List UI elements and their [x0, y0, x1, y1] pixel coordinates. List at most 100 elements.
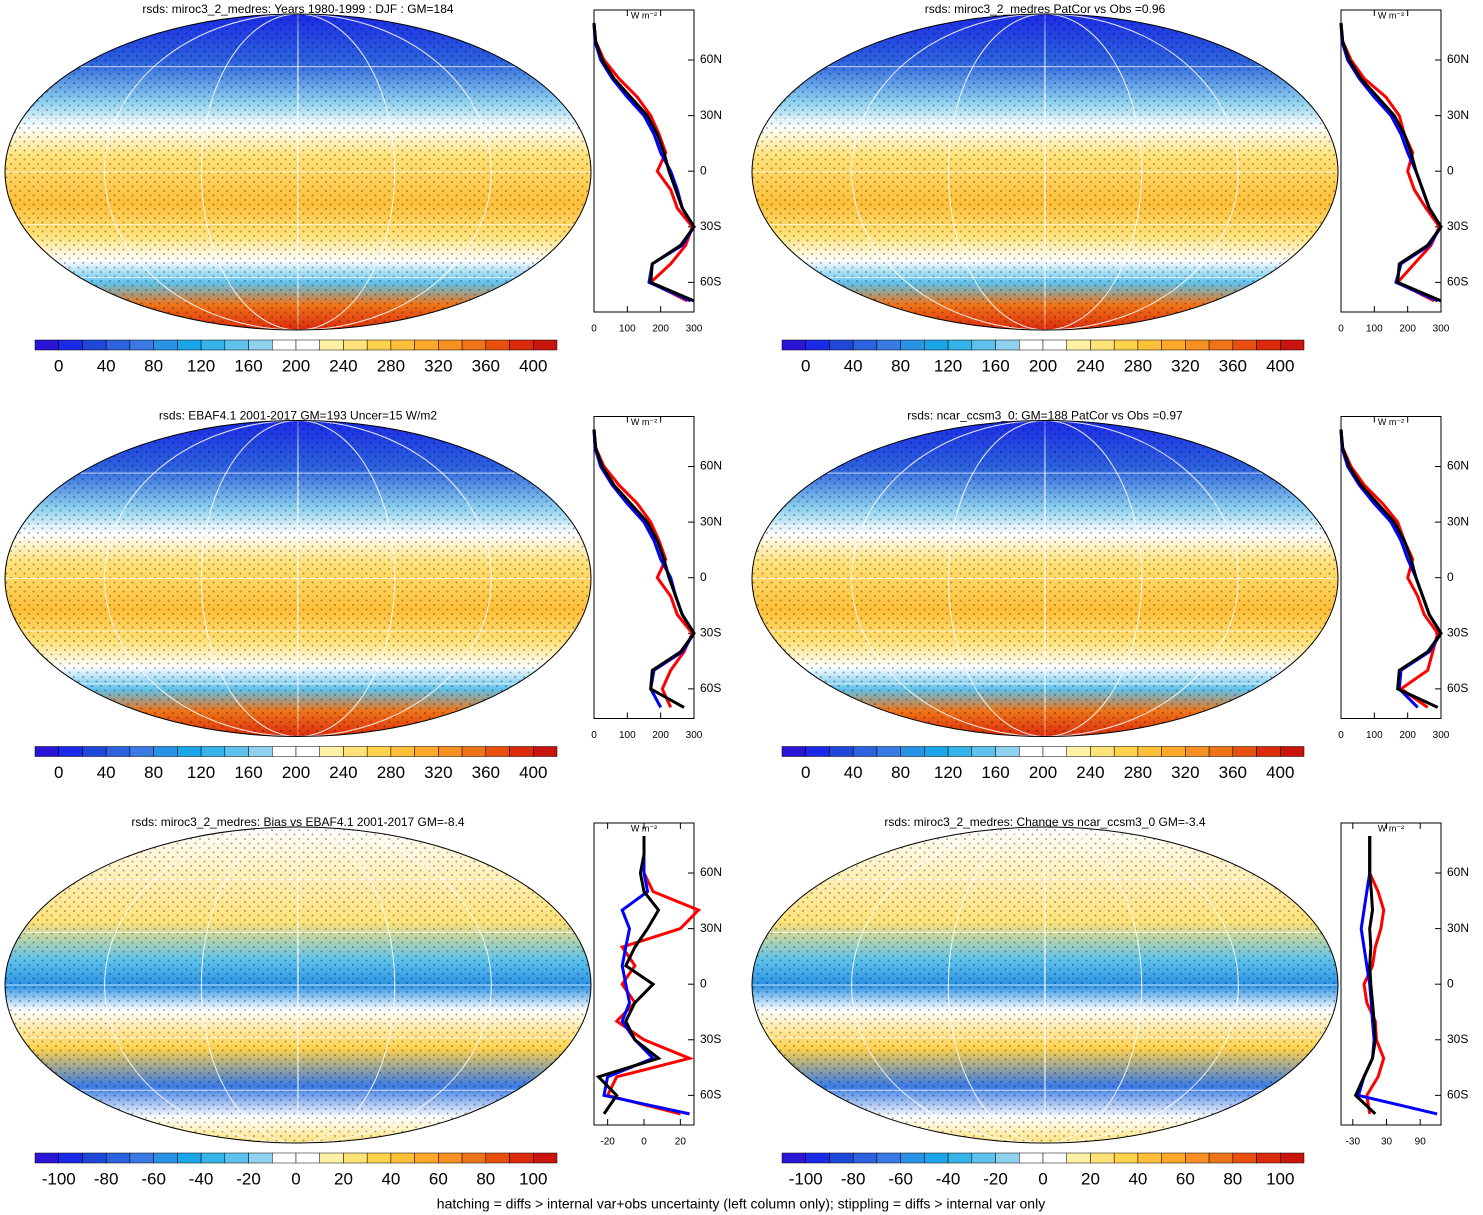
colorbar-box: [533, 1152, 558, 1164]
y-tick-label: 60S: [700, 681, 721, 695]
colorbar-box: [82, 1152, 107, 1164]
colorbar-label: -40: [189, 1169, 214, 1188]
map-border: [751, 420, 1339, 737]
colorbar-box: [1042, 339, 1067, 351]
colorbar-label: 200: [282, 763, 310, 782]
map-border: [4, 826, 592, 1144]
colorbar-box: [1232, 746, 1257, 757]
profile-line: [595, 836, 662, 1115]
colorbar-box: [1090, 339, 1115, 351]
panel-title: rsds: miroc3_2_medres: Years 1980-1999 :…: [142, 2, 453, 16]
profile-line: [1339, 22, 1442, 303]
colorbar-box: [177, 746, 202, 757]
colorbar-box: [1113, 1152, 1139, 1164]
profile-frame: [593, 9, 695, 313]
units-label: W m⁻²: [1378, 417, 1404, 427]
colorbar-label: -40: [936, 1169, 961, 1188]
colorbar-box: [200, 1152, 226, 1164]
colorbar-box: [1113, 746, 1139, 757]
x-tick-label: 300: [1433, 730, 1450, 741]
panel-title: rsds: miroc3_2_medres PatCor vs Obs =0.9…: [925, 2, 1166, 16]
y-tick-label: 0: [700, 163, 707, 177]
colorbar-label: 0: [54, 356, 63, 375]
colorbar-label: 60: [429, 1169, 448, 1188]
colorbar-box: [319, 339, 344, 351]
colorbar-box: [876, 339, 901, 351]
colorbar-box: [995, 339, 1020, 351]
colorbar-label: 320: [424, 763, 452, 782]
colorbar-label: -80: [841, 1169, 866, 1188]
x-tick-label: 0: [1338, 730, 1344, 741]
x-tick-label: 0: [1338, 324, 1344, 335]
colorbar-box: [343, 746, 368, 757]
colorbar-box: [509, 1152, 534, 1164]
colorbar-label: 240: [1076, 763, 1104, 782]
colorbar-label: 40: [97, 763, 116, 782]
y-tick-label: 60N: [1447, 52, 1469, 66]
colorbar-box: [533, 339, 558, 351]
colorbar-box: [1019, 339, 1044, 351]
colorbar-box: [924, 1152, 949, 1164]
colorbar-label: 120: [934, 763, 962, 782]
colorbar-label: 400: [1266, 763, 1294, 782]
colorbar-box: [1208, 1152, 1234, 1164]
colorbar-box: [82, 339, 107, 351]
colorbar-box: [1208, 339, 1234, 351]
colorbar-box: [781, 1152, 806, 1164]
colorbar-label: 20: [334, 1169, 353, 1188]
colorbar-box: [829, 746, 854, 757]
colorbar-label: 160: [981, 763, 1009, 782]
colorbar-label: -20: [236, 1169, 261, 1188]
colorbar-label: 200: [1029, 763, 1057, 782]
colorbar-box: [34, 1152, 59, 1164]
colorbar-box: [153, 339, 178, 351]
colorbar-box: [224, 1152, 249, 1164]
profile-line: [592, 429, 696, 709]
colorbar-box: [248, 746, 273, 757]
colorbar-label: 320: [1171, 763, 1199, 782]
colorbar-box: [200, 746, 226, 757]
colorbar-box: [924, 746, 949, 757]
colorbar-box: [1066, 746, 1091, 757]
colorbar-box: [805, 1152, 830, 1164]
colorbar-box: [1090, 746, 1115, 757]
colorbar-box: [1185, 746, 1210, 757]
colorbar-label: 80: [891, 763, 910, 782]
units-label: W m⁻²: [1378, 823, 1404, 833]
colorbar-box: [852, 339, 878, 351]
colorbar-label: 120: [934, 356, 962, 375]
colorbar-label: 100: [519, 1169, 547, 1188]
y-tick-label: 0: [700, 976, 707, 990]
graticule: [1044, 420, 1046, 737]
colorbar-box: [876, 746, 901, 757]
footnote: hatching = diffs > internal var+obs unce…: [437, 1196, 1045, 1212]
colorbar-label: -100: [789, 1169, 823, 1188]
colorbar-box: [414, 746, 439, 757]
x-tick-label: 300: [1433, 324, 1450, 335]
colorbar-box: [414, 339, 439, 351]
colorbar-box: [947, 746, 973, 757]
colorbar-box: [1232, 339, 1257, 351]
colorbar-label: 240: [329, 763, 357, 782]
y-tick-label: 60N: [700, 459, 722, 473]
colorbar-box: [1042, 746, 1067, 757]
colorbar-box: [129, 746, 154, 757]
colorbar-box: [82, 746, 107, 757]
colorbar-label: 40: [844, 763, 863, 782]
colorbar-box: [805, 339, 830, 351]
y-tick-label: 30S: [1447, 625, 1468, 639]
colorbar-label: 400: [1266, 356, 1294, 375]
colorbar-box: [438, 746, 463, 757]
y-tick-label: 30S: [1447, 219, 1468, 233]
colorbar-label: 80: [144, 763, 163, 782]
colorbar-label: 160: [981, 356, 1009, 375]
colorbar-box: [58, 339, 83, 351]
colorbar-box: [900, 339, 925, 351]
colorbar-box: [1256, 339, 1281, 351]
colorbar-box: [947, 339, 973, 351]
colorbar-box: [485, 746, 510, 757]
panel-title: rsds: EBAF4.1 2001-2017 GM=193 Uncer=15 …: [159, 409, 437, 423]
x-tick-label: -30: [1346, 1137, 1361, 1148]
profile-line: [592, 429, 695, 709]
colorbar-box: [852, 1152, 878, 1164]
